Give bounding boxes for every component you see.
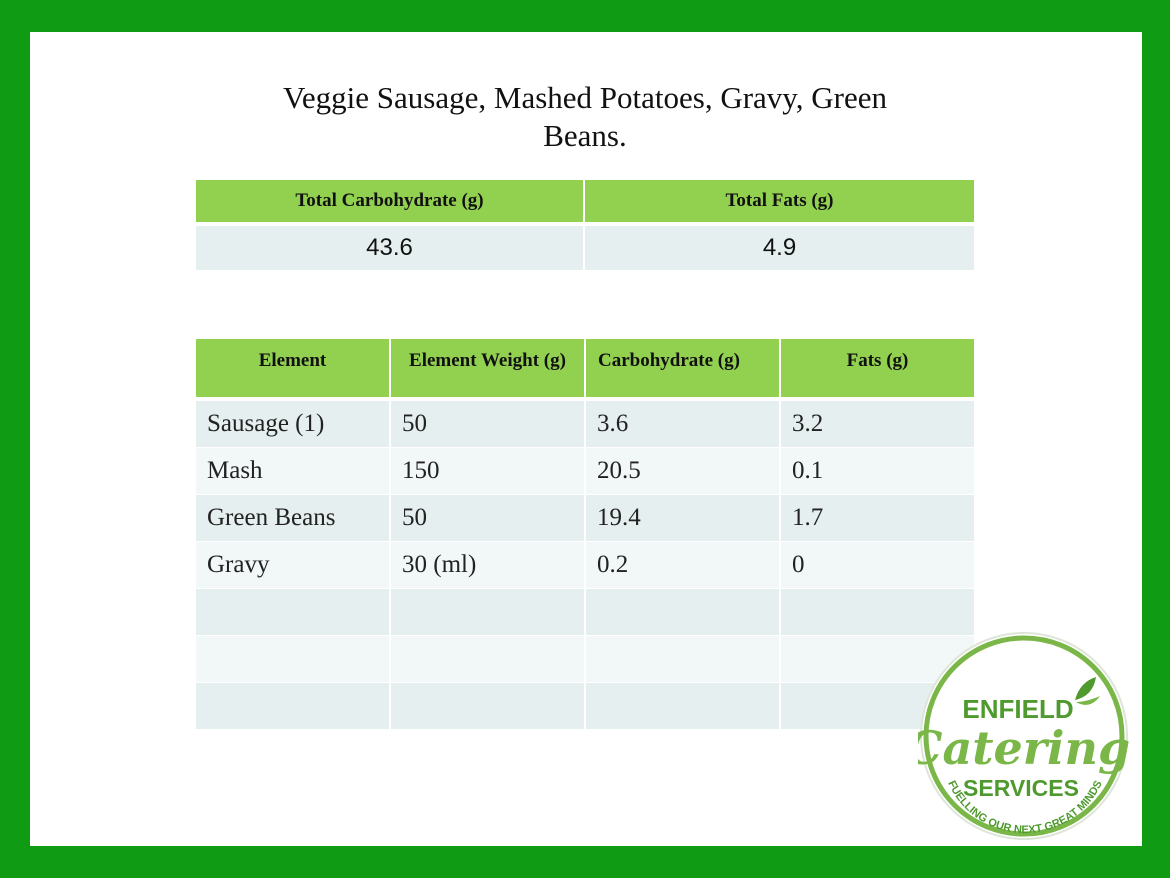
cell-element: Gravy xyxy=(196,542,391,589)
details-table: Element Element Weight (g) Carbohydrate … xyxy=(196,339,974,730)
slide: Veggie Sausage, Mashed Potatoes, Gravy, … xyxy=(30,32,1142,846)
cell-carbohydrate xyxy=(586,589,781,636)
logo-badge-circle xyxy=(920,632,1128,840)
cell-weight: 50 xyxy=(391,401,586,448)
logo-text-services: SERVICES xyxy=(963,775,1079,801)
cell-carbohydrate: 3.6 xyxy=(586,401,781,448)
cell-weight xyxy=(391,683,586,730)
table-row xyxy=(196,683,974,730)
cell-weight: 30 (ml) xyxy=(391,542,586,589)
table-row xyxy=(196,589,974,636)
cell-fats: 0.1 xyxy=(781,448,974,495)
table-row: Green Beans 50 19.4 1.7 xyxy=(196,495,974,542)
cell-element: Green Beans xyxy=(196,495,391,542)
cell-element: Mash xyxy=(196,448,391,495)
leaf-icon xyxy=(1075,677,1100,705)
cell-weight xyxy=(391,636,586,683)
table-row: Mash 150 20.5 0.1 xyxy=(196,448,974,495)
page-title: Veggie Sausage, Mashed Potatoes, Gravy, … xyxy=(282,80,888,153)
header-element: Element xyxy=(196,339,391,401)
logo-ring xyxy=(923,635,1125,837)
header-carbohydrate: Carbohydrate (g) xyxy=(586,339,781,401)
summary-header-carbohydrate: Total Carbohydrate (g) xyxy=(196,180,585,226)
logo-text-enfield: ENFIELD xyxy=(962,694,1073,724)
cell-element: Sausage (1) xyxy=(196,401,391,448)
cell-element xyxy=(196,589,391,636)
cell-fats: 3.2 xyxy=(781,401,974,448)
table-row: Gravy 30 (ml) 0.2 0 xyxy=(196,542,974,589)
table-row xyxy=(196,636,974,683)
cell-weight xyxy=(391,589,586,636)
header-fats: Fats (g) xyxy=(781,339,974,401)
cell-carbohydrate: 20.5 xyxy=(586,448,781,495)
summary-value-carbohydrate: 43.6 xyxy=(196,226,585,270)
summary-value-fats: 4.9 xyxy=(585,226,974,270)
cell-fats xyxy=(781,589,974,636)
summary-header-fats: Total Fats (g) xyxy=(585,180,974,226)
cell-carbohydrate xyxy=(586,683,781,730)
header-element-weight: Element Weight (g) xyxy=(391,339,586,401)
logo-text-catering: Catering xyxy=(918,721,1130,775)
summary-table: Total Carbohydrate (g) Total Fats (g) 43… xyxy=(196,180,974,270)
enfield-catering-logo: ENFIELD Catering SERVICES FUELLING OUR N… xyxy=(918,632,1130,840)
cell-fats: 0 xyxy=(781,542,974,589)
cell-carbohydrate: 19.4 xyxy=(586,495,781,542)
cell-weight: 150 xyxy=(391,448,586,495)
cell-weight: 50 xyxy=(391,495,586,542)
cell-element xyxy=(196,683,391,730)
cell-element xyxy=(196,636,391,683)
cell-fats: 1.7 xyxy=(781,495,974,542)
cell-carbohydrate xyxy=(586,636,781,683)
cell-carbohydrate: 0.2 xyxy=(586,542,781,589)
table-row: Sausage (1) 50 3.6 3.2 xyxy=(196,401,974,448)
